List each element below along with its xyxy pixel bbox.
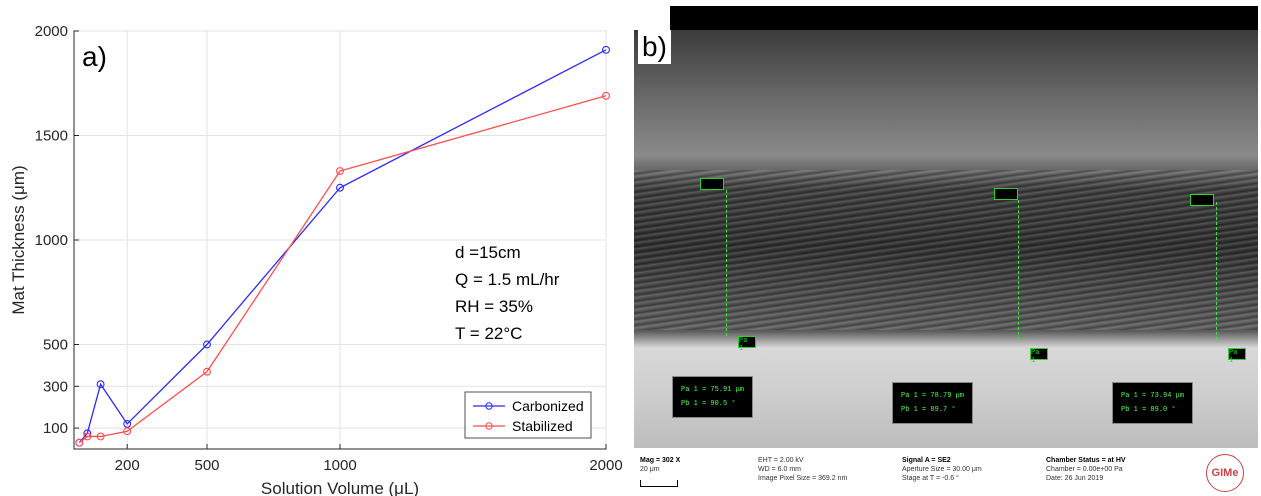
legend-marker-carbonized bbox=[485, 402, 493, 410]
date-readout: Date: 26 Jun 2019 bbox=[1046, 475, 1104, 482]
measurement-box-1: Pa 1 = 75.91 μm Pb 1 = 90.5 ° bbox=[672, 376, 754, 418]
measurement-1-thickness: Pa 1 = 75.91 μm bbox=[681, 386, 745, 394]
param-distance: d =15cm bbox=[455, 243, 521, 262]
x-tick-label: 1000 bbox=[323, 457, 356, 474]
marker-bottom-2: Pa 1 bbox=[1030, 348, 1048, 365]
legend-label-stabilized: Stabilized bbox=[512, 418, 573, 434]
mag-readout: Mag = 302 X bbox=[640, 457, 681, 464]
x-tick-label: 200 bbox=[115, 457, 140, 474]
y-tick-label: 500 bbox=[43, 337, 68, 354]
footer-col-mag: Mag = 302 X 20 μm bbox=[640, 456, 680, 474]
measurement-2-thickness: Pa 1 = 78.79 μm bbox=[901, 392, 965, 400]
line-chart: 200 500 1000 2000 100 300 500 1000 1500 2000 a) S… bbox=[9, 23, 623, 496]
param-flow-rate: Q = 1.5 mL/hr bbox=[455, 270, 560, 289]
chamber-status-readout: Chamber Status = at HV bbox=[1046, 457, 1126, 464]
sem-info-footer: Mag = 302 X 20 μm EHT = 2.00 kV WD = 6.0… bbox=[634, 448, 1258, 496]
footer-col-signal: Signal A = SE2 Aperture Size = 30.00 μm … bbox=[902, 456, 982, 483]
param-temperature: T = 22°C bbox=[455, 324, 522, 343]
measurement-3-thickness: Pa 1 = 73.94 μm bbox=[1121, 392, 1185, 400]
measurement-box-2: Pa 1 = 78.79 μm Pb 1 = 89.7 ° bbox=[892, 382, 974, 424]
data-point-carbonized bbox=[203, 340, 211, 349]
measurement-box-3: Pa 1 = 73.94 μm Pb 1 = 89.0 ° bbox=[1112, 382, 1194, 424]
panel-label-b: b) bbox=[638, 30, 671, 64]
y-tick-label: 2000 bbox=[35, 23, 68, 40]
thickness-line-2 bbox=[1018, 200, 1019, 340]
marker-bottom-1: Pa 1 bbox=[738, 336, 756, 353]
sem-top-bar bbox=[670, 6, 1258, 30]
data-point-stabilized bbox=[602, 91, 610, 100]
signal-readout: Signal A = SE2 bbox=[902, 457, 951, 464]
x-axis-label: Solution Volume (μL) bbox=[261, 479, 419, 496]
marker-top-2 bbox=[994, 188, 1018, 200]
measurement-3-angle: Pb 1 = 89.0 ° bbox=[1121, 406, 1176, 414]
data-point-stabilized bbox=[203, 367, 211, 376]
scale-bar bbox=[640, 480, 678, 487]
data-point-stabilized bbox=[83, 432, 92, 441]
pixel-size-readout: Image Pixel Size = 369.2 nm bbox=[758, 475, 848, 482]
data-point-stabilized bbox=[96, 432, 105, 441]
y-tick-label: 1500 bbox=[35, 128, 68, 145]
series-line-stabilized bbox=[78, 95, 607, 444]
chamber-pressure-readout: Chamber = 0.00e+00 Pa bbox=[1046, 466, 1123, 473]
data-point-carbonized bbox=[96, 380, 105, 389]
data-point-stabilized bbox=[75, 438, 84, 447]
x-tick-label: 500 bbox=[194, 457, 219, 474]
data-point-stabilized bbox=[336, 167, 344, 175]
grid bbox=[74, 30, 607, 449]
measurement-1-angle: Pb 1 = 90.5 ° bbox=[681, 400, 736, 408]
marker-bottom-3: Pa 1 bbox=[1228, 348, 1246, 365]
measurement-2-angle: Pb 1 = 89.7 ° bbox=[901, 406, 956, 414]
eht-readout: EHT = 2.00 kV bbox=[758, 457, 804, 464]
marker-top-3 bbox=[1190, 194, 1214, 206]
panel-label-a: a) bbox=[82, 41, 107, 72]
thickness-line-3 bbox=[1216, 202, 1217, 340]
tick-labels: 200 500 1000 2000 100 300 500 1000 1500 2000 bbox=[35, 23, 623, 474]
param-humidity: RH = 35% bbox=[455, 297, 533, 316]
series-layer bbox=[75, 45, 610, 447]
x-tick-label: 2000 bbox=[589, 457, 622, 474]
marker-top-1 bbox=[700, 178, 724, 190]
scale-readout: 20 μm bbox=[640, 466, 660, 473]
legend-box bbox=[464, 391, 592, 439]
legend-label-carbonized: Carbonized bbox=[512, 398, 584, 414]
sem-image: Pa 1 Pa 1 Pa 1 Pa 1 = 75.91 μm Pb 1 = 90… bbox=[634, 30, 1258, 448]
data-point-carbonized bbox=[602, 45, 610, 54]
y-axis-label: Mat Thickness (μm) bbox=[9, 165, 28, 314]
fiber-mat-layer bbox=[634, 170, 1258, 330]
y-tick-label: 100 bbox=[43, 420, 68, 437]
legend: Carbonized Stabilized bbox=[464, 391, 592, 439]
footer-col-chamber: Chamber Status = at HV Chamber = 0.00e+0… bbox=[1046, 456, 1126, 483]
y-tick-label: 300 bbox=[43, 378, 68, 395]
data-point-stabilized bbox=[123, 427, 132, 436]
aperture-readout: Aperture Size = 30.00 μm bbox=[902, 466, 982, 473]
wd-readout: WD = 6.0 mm bbox=[758, 466, 801, 473]
parameters-annotation: d =15cm Q = 1.5 mL/hr RH = 35% T = 22°C bbox=[455, 243, 560, 343]
thickness-line-1 bbox=[726, 190, 727, 336]
footer-col-beam: EHT = 2.00 kV WD = 6.0 mm Image Pixel Si… bbox=[758, 456, 847, 483]
data-point-carbonized bbox=[336, 183, 344, 192]
sem-micrograph-panel: Pa 1 Pa 1 Pa 1 Pa 1 = 75.91 μm Pb 1 = 90… bbox=[634, 6, 1258, 496]
lab-logo: GIMe bbox=[1206, 454, 1244, 492]
stage-readout: Stage at T = -0.6 ° bbox=[902, 475, 959, 482]
y-tick-label: 1000 bbox=[35, 232, 68, 249]
legend-marker-stabilized bbox=[485, 422, 493, 430]
